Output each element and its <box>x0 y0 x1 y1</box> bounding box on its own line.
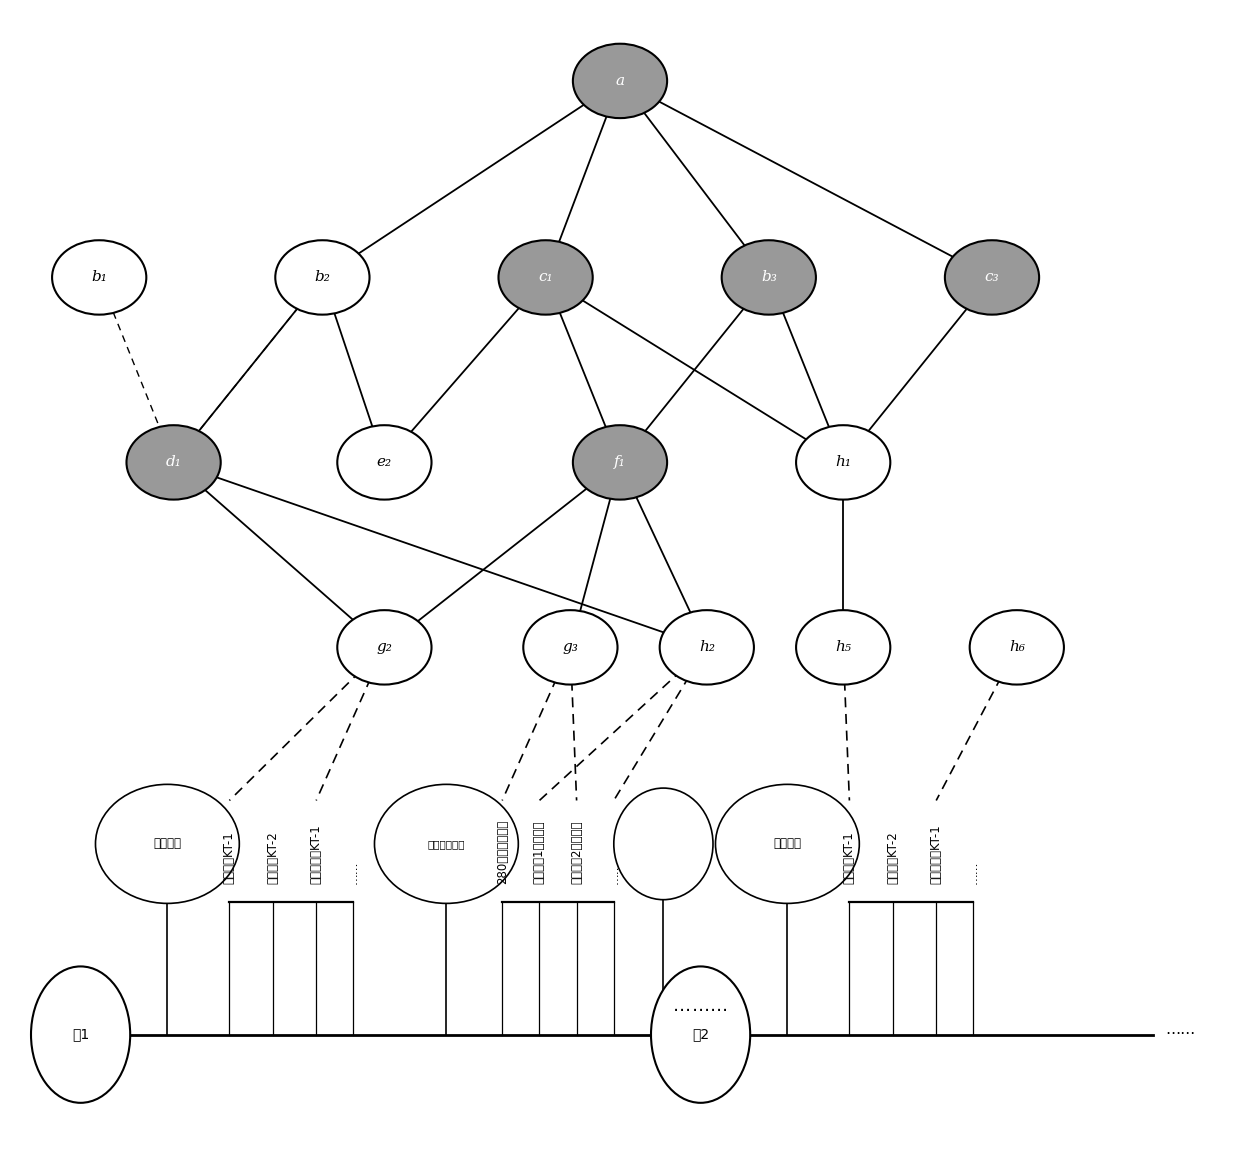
Ellipse shape <box>498 240 593 314</box>
Ellipse shape <box>722 240 816 314</box>
Text: ……: …… <box>1166 1023 1195 1037</box>
Ellipse shape <box>651 966 750 1103</box>
Ellipse shape <box>796 425 890 499</box>
Text: 电动调节阀KT-1: 电动调节阀KT-1 <box>930 824 942 884</box>
Text: 车1: 车1 <box>72 1028 89 1042</box>
Ellipse shape <box>573 425 667 499</box>
Text: 防烟分区2火警状态: 防烟分区2火警状态 <box>570 821 583 884</box>
Ellipse shape <box>337 425 432 499</box>
Text: 防烟分区1火警状态: 防烟分区1火警状态 <box>533 821 546 884</box>
Text: ……: …… <box>347 861 360 884</box>
Text: h₅: h₅ <box>836 640 851 654</box>
Ellipse shape <box>275 240 370 314</box>
Ellipse shape <box>614 788 713 899</box>
Text: g₃: g₃ <box>563 640 578 654</box>
Text: d₁: d₁ <box>166 455 181 469</box>
Text: f₁: f₁ <box>614 455 626 469</box>
Text: h₆: h₆ <box>1009 640 1024 654</box>
Text: b₃: b₃ <box>761 271 776 284</box>
Ellipse shape <box>945 240 1039 314</box>
Ellipse shape <box>573 44 667 118</box>
Text: e₂: e₂ <box>377 455 392 469</box>
Text: b₁: b₁ <box>92 271 107 284</box>
Ellipse shape <box>660 610 754 684</box>
Text: g₂: g₂ <box>377 640 392 654</box>
Text: 电动调节阀KT-1: 电动调节阀KT-1 <box>310 824 322 884</box>
Text: …: … <box>711 996 728 1015</box>
Text: …: … <box>673 996 691 1015</box>
Ellipse shape <box>31 966 130 1103</box>
Text: 通风空调KT-2: 通风空调KT-2 <box>267 831 279 884</box>
Ellipse shape <box>126 425 221 499</box>
Text: h₂: h₂ <box>699 640 714 654</box>
Text: 环控系统: 环控系统 <box>154 837 181 851</box>
Text: a: a <box>615 74 625 88</box>
Ellipse shape <box>796 610 890 684</box>
Text: …: … <box>692 996 709 1015</box>
Text: 通风空调KT-2: 通风空调KT-2 <box>887 831 899 884</box>
Text: ……: …… <box>608 861 620 884</box>
Text: 通风空调KT-1: 通风空调KT-1 <box>223 831 236 884</box>
Text: ……: …… <box>967 861 980 884</box>
Ellipse shape <box>52 240 146 314</box>
Text: 环控系统: 环控系统 <box>774 837 801 851</box>
Ellipse shape <box>523 610 618 684</box>
Text: 火灾报警系统: 火灾报警系统 <box>428 839 465 849</box>
Ellipse shape <box>374 785 518 903</box>
Text: c₁: c₁ <box>538 271 553 284</box>
Ellipse shape <box>337 610 432 684</box>
Text: b₂: b₂ <box>315 271 330 284</box>
Ellipse shape <box>970 610 1064 684</box>
Text: 通风空调KT-1: 通风空调KT-1 <box>843 831 856 884</box>
Text: 280度防火阀状态: 280度防火阀状态 <box>496 820 508 884</box>
Text: c₃: c₃ <box>985 271 999 284</box>
Ellipse shape <box>715 785 859 903</box>
Text: 车2: 车2 <box>692 1028 709 1042</box>
Ellipse shape <box>95 785 239 903</box>
Text: h₁: h₁ <box>836 455 851 469</box>
